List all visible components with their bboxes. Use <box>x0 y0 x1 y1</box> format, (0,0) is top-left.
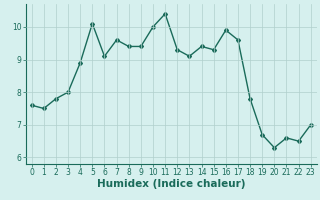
X-axis label: Humidex (Indice chaleur): Humidex (Indice chaleur) <box>97 179 245 189</box>
